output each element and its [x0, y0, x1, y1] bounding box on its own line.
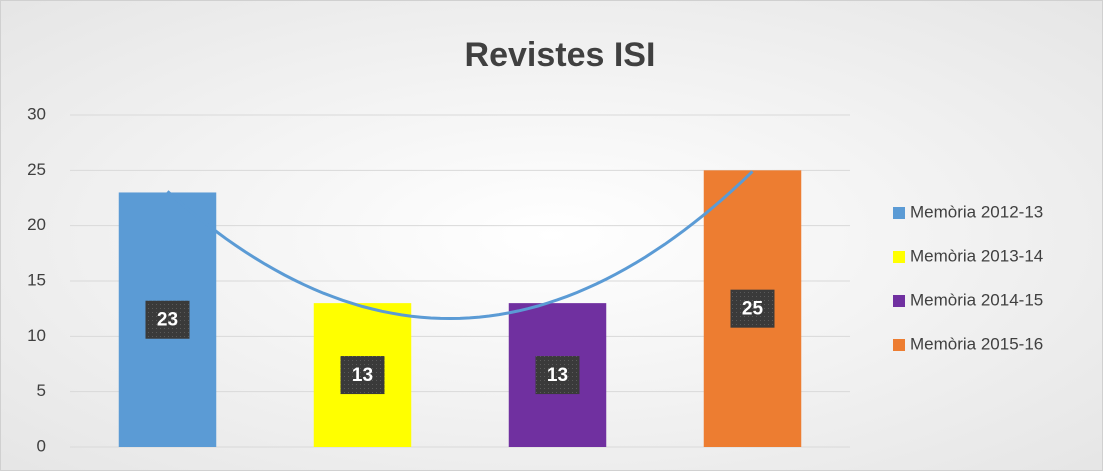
y-tick-label: 10 — [27, 326, 46, 345]
chart-title: Revistes ISI — [465, 36, 656, 74]
y-tick-label: 0 — [37, 436, 46, 455]
legend-label: Memòria 2015-16 — [910, 334, 1043, 353]
y-tick-label: 15 — [27, 270, 46, 289]
legend-swatch — [893, 207, 905, 219]
data-label: 25 — [742, 299, 764, 320]
data-label: 23 — [157, 310, 178, 331]
legend-label: Memòria 2014-15 — [910, 290, 1043, 309]
data-label-box — [340, 356, 385, 395]
trendline — [166, 170, 754, 321]
data-label-box — [145, 300, 190, 339]
legend-label: Memòria 2012-13 — [910, 202, 1043, 221]
legend-swatch — [893, 295, 905, 307]
y-tick-label: 25 — [27, 160, 46, 179]
data-label: 13 — [352, 365, 373, 386]
legend-swatch — [893, 339, 905, 351]
legend-swatch — [893, 251, 905, 263]
data-label-box — [535, 356, 580, 395]
data-label-box — [730, 289, 775, 328]
legend-label: Memòria 2013-14 — [910, 246, 1043, 265]
y-tick-label: 20 — [27, 215, 46, 234]
y-tick-label: 5 — [37, 381, 46, 400]
y-tick-label: 30 — [27, 104, 46, 123]
data-label: 13 — [547, 365, 568, 386]
